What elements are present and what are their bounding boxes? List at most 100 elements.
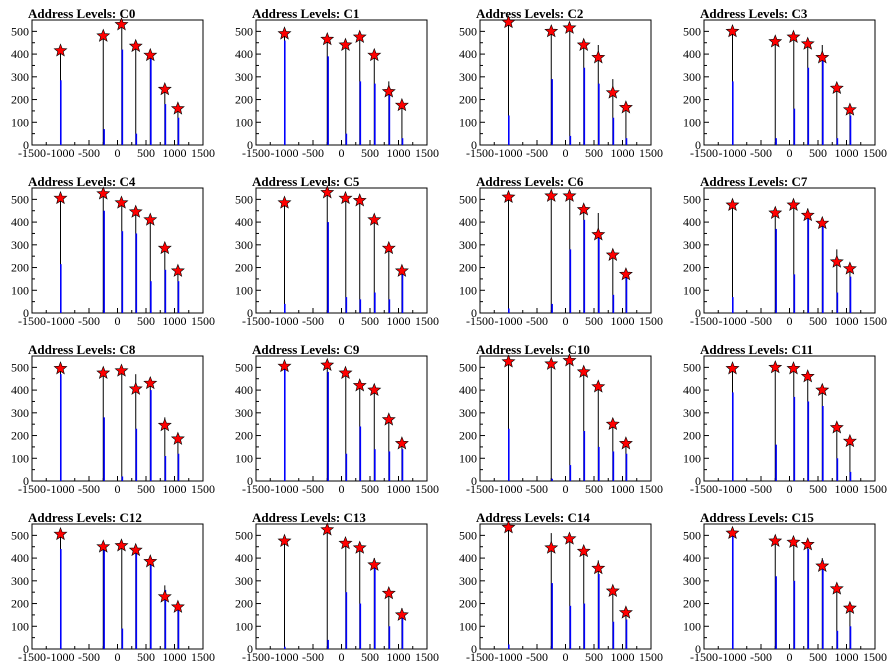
x-tick-label: -500 <box>526 650 548 664</box>
star-marker <box>842 600 857 614</box>
y-tick-label: 200 <box>11 93 29 107</box>
chart-title: Address Levels: C8 <box>28 342 136 357</box>
star-marker <box>501 520 516 534</box>
star-marker <box>277 358 292 373</box>
x-tick-label: 1500 <box>415 146 439 160</box>
chart-title: Address Levels: C15 <box>700 510 814 525</box>
y-tick-label: 0 <box>23 138 29 152</box>
x-tick-label: 1500 <box>863 314 887 328</box>
x-tick-label: 1500 <box>415 650 439 664</box>
y-tick-label: 500 <box>683 360 701 374</box>
chart-panel: Address Levels: C14 0 100 200 300 400 500 -1500… <box>448 504 672 672</box>
y-tick-label: 100 <box>235 283 253 297</box>
y-tick-label: 300 <box>683 406 701 420</box>
x-tick-label: -500 <box>302 146 324 160</box>
star-marker <box>338 190 353 205</box>
y-tick-label: 100 <box>683 619 701 633</box>
star-marker <box>157 81 172 96</box>
x-tick-label: -1000 <box>47 314 75 328</box>
star-marker <box>605 583 620 597</box>
star-marker <box>591 560 606 575</box>
x-tick-label: 1500 <box>639 314 663 328</box>
x-tick-label: 0 <box>339 314 345 328</box>
x-tick-label: -500 <box>750 482 772 496</box>
chart-plot: 0 100 200 300 400 500 -1500 -1000 -500 0 500 1000 15… <box>459 187 663 328</box>
x-tick-label: 500 <box>361 482 379 496</box>
chart-title: Address Levels: C3 <box>700 6 808 21</box>
x-tick-label: -1500 <box>466 482 494 496</box>
y-tick-label: 200 <box>11 261 29 275</box>
star-marker <box>591 227 606 241</box>
x-tick-label: 1000 <box>387 314 411 328</box>
y-tick-label: 500 <box>235 360 253 374</box>
y-tick-label: 200 <box>235 93 253 107</box>
y-tick-label: 400 <box>235 215 253 229</box>
y-tick-label: 300 <box>11 70 29 84</box>
x-tick-label: -1500 <box>242 650 270 664</box>
star-marker <box>800 369 815 383</box>
star-marker <box>591 379 606 393</box>
x-tick-label: 500 <box>809 146 827 160</box>
chart-plot: 0 100 200 300 400 500 -1500 -1000 -500 0 500 1000 15… <box>683 187 887 328</box>
x-tick-label: 1000 <box>611 146 635 160</box>
y-tick-label: 200 <box>459 93 477 107</box>
y-tick-label: 0 <box>471 138 477 152</box>
x-tick-label: -1000 <box>47 482 75 496</box>
y-tick-label: 400 <box>459 383 477 397</box>
x-tick-label: 0 <box>563 146 569 160</box>
star-marker <box>786 534 801 549</box>
star-marker <box>114 195 129 209</box>
chart-title: Address Levels: C9 <box>252 342 360 357</box>
x-tick-label: 500 <box>361 146 379 160</box>
star-marker <box>143 554 158 568</box>
y-tick-label: 100 <box>235 451 253 465</box>
star-marker <box>800 207 815 222</box>
x-tick-label: 500 <box>809 650 827 664</box>
y-tick-label: 200 <box>235 261 253 275</box>
y-tick-label: 100 <box>459 451 477 465</box>
x-tick-label: -1000 <box>47 146 75 160</box>
x-tick-label: 0 <box>339 482 345 496</box>
star-marker <box>320 31 335 46</box>
star-marker <box>394 97 409 112</box>
y-tick-label: 100 <box>11 283 29 297</box>
star-marker <box>367 212 382 226</box>
star-marker <box>576 202 591 216</box>
x-tick-label: 0 <box>339 650 345 664</box>
star-marker <box>786 197 801 211</box>
x-tick-label: -500 <box>78 314 100 328</box>
chart-plot: 0 100 200 300 400 500 -1500 -1000 -500 0 500 1000 15… <box>683 19 887 160</box>
x-tick-label: -1000 <box>719 146 747 160</box>
chart-plot: 0 100 200 300 400 500 -1500 -1000 -500 0 500 1000 15… <box>683 523 887 664</box>
x-tick-label: -1500 <box>18 650 46 664</box>
plot-frame <box>31 355 204 482</box>
x-tick-label: -1500 <box>690 482 718 496</box>
x-tick-label: 0 <box>563 482 569 496</box>
plot-frame <box>479 523 652 650</box>
chart-panel: Address Levels: C13 0 100 200 300 400 500 -1500… <box>224 504 448 672</box>
star-marker <box>394 607 409 621</box>
chart-panel: Address Levels: C11 0 100 200 300 400 500 -1500… <box>672 336 896 504</box>
y-tick-label: 100 <box>235 115 253 129</box>
star-marker <box>352 29 367 43</box>
star-marker <box>157 417 172 432</box>
x-tick-label: 0 <box>115 650 121 664</box>
y-tick-label: 500 <box>11 24 29 38</box>
x-tick-label: 1500 <box>639 482 663 496</box>
x-tick-label: 1500 <box>863 650 887 664</box>
y-tick-label: 0 <box>471 642 477 656</box>
x-tick-label: 500 <box>137 650 155 664</box>
y-tick-label: 200 <box>459 597 477 611</box>
star-marker <box>576 543 591 558</box>
x-tick-label: 500 <box>585 650 603 664</box>
star-marker <box>114 538 129 552</box>
star-marker <box>768 34 783 48</box>
y-tick-label: 300 <box>11 574 29 588</box>
star-marker <box>842 433 857 448</box>
x-tick-label: 1000 <box>163 146 187 160</box>
chart-plot: 0 100 200 300 400 500 -1500 -1000 -500 0 500 1000 15… <box>459 353 663 496</box>
y-tick-label: 300 <box>235 574 253 588</box>
star-marker <box>829 420 844 434</box>
y-tick-label: 0 <box>247 642 253 656</box>
star-marker <box>815 382 830 396</box>
